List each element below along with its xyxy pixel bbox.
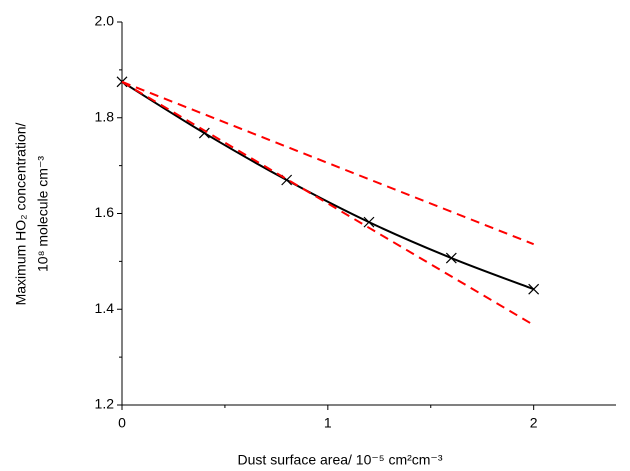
- series-line: [121, 80, 535, 326]
- x-tick-label: 2: [530, 415, 538, 431]
- y-axis-label: 10⁸ molecule cm⁻³: [35, 156, 51, 272]
- marker: [528, 283, 540, 295]
- marker: [445, 252, 457, 264]
- x-tick-label: 0: [118, 415, 126, 431]
- series-line: [121, 80, 535, 291]
- x-tick-label: 1: [324, 415, 332, 431]
- marker: [198, 127, 210, 139]
- marker: [363, 216, 375, 228]
- y-tick-label: 2.0: [95, 13, 115, 29]
- y-axis-label: Maximum HO₂ concentration/: [13, 122, 29, 305]
- y-tick-label: 1.6: [95, 204, 115, 220]
- series-line: [121, 80, 535, 246]
- y-tick-label: 1.4: [95, 300, 115, 316]
- y-tick-label: 1.2: [95, 396, 115, 412]
- x-axis-label: Dust surface area/ 10⁻⁵ cm²cm⁻³: [238, 452, 443, 468]
- y-tick-label: 1.8: [95, 108, 115, 124]
